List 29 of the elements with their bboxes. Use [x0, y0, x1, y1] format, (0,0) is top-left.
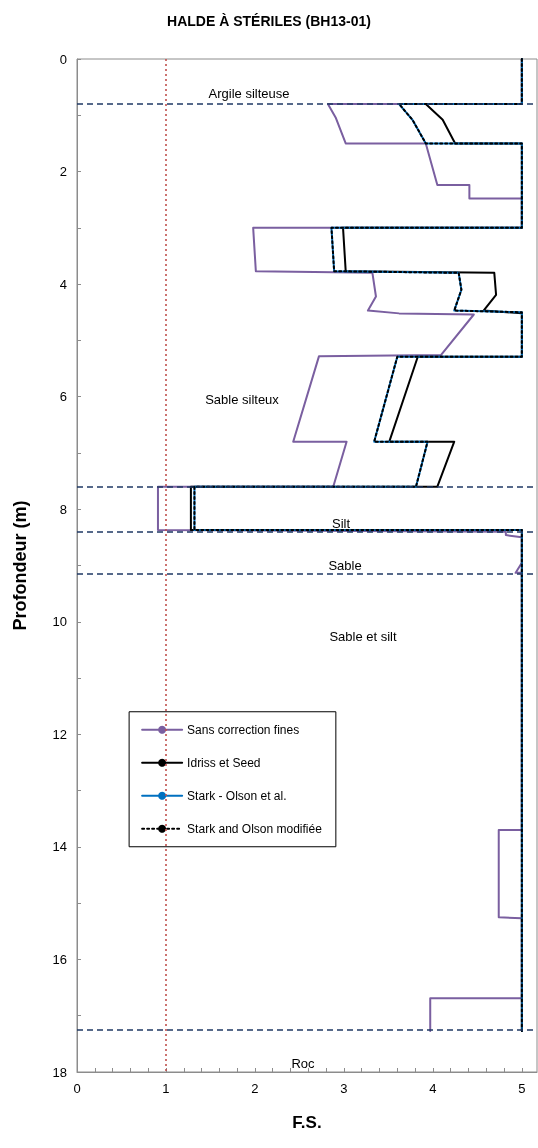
annotation: Roc: [291, 1055, 316, 1071]
y-axis-title: Profondeur (m): [10, 500, 30, 631]
y-tick-label: 18: [52, 1064, 67, 1080]
annotation: Sable et silt: [329, 628, 397, 644]
x-tick-label: 2: [251, 1081, 259, 1096]
annotation: Sable: [328, 557, 362, 573]
y-tick-label: 8: [59, 501, 67, 517]
chart-title: HALDE À STÉRILES (BH13-01): [167, 13, 371, 29]
annotation: Silt: [331, 515, 351, 531]
y-tick-label: 4: [59, 276, 67, 292]
x-tick-label: 4: [429, 1081, 437, 1096]
legend-label: Idriss et Seed: [187, 755, 261, 770]
x-tick-label: 1: [162, 1081, 170, 1096]
x-tick-label: 5: [518, 1081, 526, 1096]
legend-label: Stark and Olson modifiée: [187, 821, 323, 836]
annotation: Sable silteux: [205, 391, 280, 407]
y-tick-label: 0: [59, 51, 67, 67]
y-tick-label: 16: [52, 951, 67, 967]
y-tick-label: 12: [52, 726, 67, 742]
y-tick-label: 6: [59, 389, 67, 405]
y-tick-label: 2: [59, 164, 67, 180]
x-tick-label: 3: [340, 1081, 348, 1096]
x-axis-title: F.S.: [292, 1113, 322, 1132]
legend-label: Sans correction fines: [187, 722, 300, 737]
legend-label: Stark - Olson et al.: [187, 788, 287, 803]
annotation: Argile silteuse: [208, 85, 290, 101]
x-tick-label: 0: [73, 1081, 81, 1096]
y-tick-label: 10: [52, 614, 67, 630]
y-tick-label: 14: [52, 839, 67, 855]
